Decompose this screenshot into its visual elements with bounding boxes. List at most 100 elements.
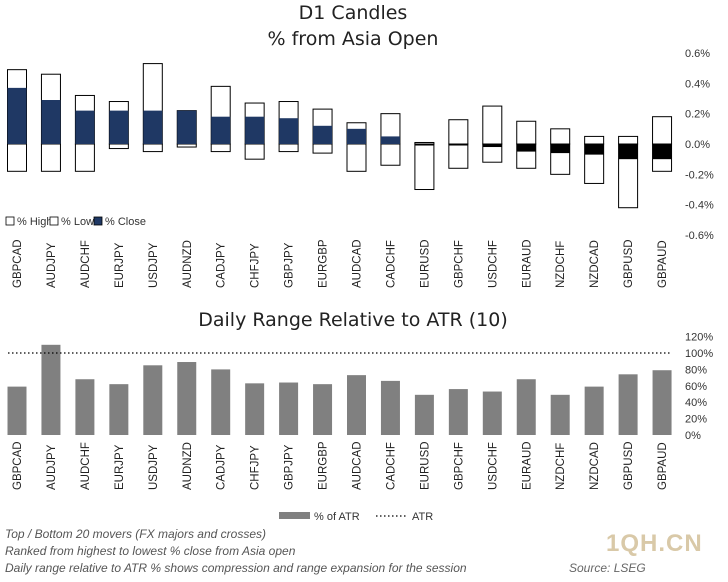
close-bar: [211, 116, 231, 144]
y-tick-label: -0.6%: [685, 230, 714, 242]
legend-label: % of ATR: [314, 511, 360, 523]
close-bar: [516, 144, 536, 152]
atr-bar: [279, 382, 299, 435]
close-bar: [7, 87, 27, 144]
footnote-1: Top / Bottom 20 movers (FX majors and cr…: [5, 527, 266, 541]
legend-label: % High: [17, 216, 52, 228]
atr-bar: [109, 384, 129, 435]
close-bar: [550, 144, 570, 154]
atr-bar: [245, 383, 265, 435]
x-tick-label: USDCHF: [487, 442, 499, 490]
high-bar: [448, 119, 469, 145]
footnote-3: Daily range relative to ATR % shows comp…: [5, 561, 467, 575]
low-bar: [142, 143, 163, 153]
atr-bar: [584, 386, 604, 435]
atr-bar: [177, 362, 197, 435]
source-label: Source: LSEG: [569, 561, 646, 575]
y-tick-label: 80%: [685, 364, 707, 376]
legend-swatch: [93, 216, 103, 226]
high-bar: [652, 116, 673, 145]
close-bar: [41, 100, 61, 144]
high-bar: [482, 105, 503, 145]
legend-label: ATR: [412, 511, 433, 523]
low-bar: [176, 143, 197, 148]
close-bar: [279, 118, 299, 144]
x-tick-label: NZDCAD: [589, 240, 601, 288]
low-bar: [40, 143, 61, 172]
atr-bar: [652, 370, 672, 435]
atr-bar: [143, 365, 163, 435]
x-tick-label: EURJPY: [114, 242, 126, 288]
candles-subtitle: % from Asia Open: [267, 28, 439, 50]
low-bar: [210, 143, 231, 153]
x-tick-label: AUDCHF: [80, 240, 92, 288]
x-tick-label: EURGBP: [318, 239, 330, 288]
x-tick-label: CADCHF: [385, 442, 397, 490]
legend-swatch: [49, 216, 59, 226]
x-tick-label: GBPCHF: [453, 442, 465, 490]
low-bar: [7, 143, 27, 172]
low-bar: [74, 143, 95, 172]
low-bar: [312, 143, 333, 154]
y-tick-label: -0.4%: [685, 200, 714, 212]
x-tick-label: AUDCAD: [352, 441, 364, 490]
high-bar: [618, 135, 639, 145]
atr-bar: [7, 386, 27, 435]
x-tick-label: CHFJPY: [250, 445, 262, 490]
atr-bar: [41, 344, 61, 435]
x-tick-label: AUDJPY: [46, 242, 58, 288]
x-tick-label: EURGBP: [318, 441, 330, 490]
x-tick-label: CADCHF: [385, 240, 397, 288]
close-bar: [109, 110, 129, 144]
low-bar: [414, 143, 435, 191]
x-tick-label: GBPCAD: [12, 239, 24, 288]
close-bar: [177, 110, 197, 144]
high-bar: [550, 128, 571, 145]
legend-swatch: [5, 216, 15, 226]
x-tick-label: AUDNZD: [182, 240, 194, 288]
y-tick-label: -0.2%: [685, 169, 714, 181]
x-tick-label: GBPJPY: [284, 242, 296, 288]
x-tick-label: GBPUSD: [623, 239, 635, 288]
atr-bar: [75, 379, 95, 435]
x-tick-label: GBPJPY: [284, 444, 296, 490]
low-bar: [346, 143, 367, 172]
x-tick-label: AUDNZD: [182, 442, 194, 490]
footnote-2: Ranked from highest to lowest % close fr…: [5, 544, 296, 558]
x-tick-label: CADJPY: [216, 242, 228, 288]
x-tick-label: AUDCAD: [352, 239, 364, 288]
y-tick-label: 0.2%: [685, 109, 710, 121]
close-bar: [618, 144, 638, 160]
y-tick-label: 120%: [685, 332, 713, 344]
x-tick-label: EURAUD: [521, 441, 533, 490]
x-tick-label: EURAUD: [521, 239, 533, 288]
close-bar: [652, 144, 672, 160]
x-tick-label: GBPAUD: [657, 240, 669, 288]
close-bar: [245, 116, 265, 144]
y-tick-label: 0.6%: [685, 48, 710, 60]
close-bar: [380, 136, 400, 144]
y-tick-label: 60%: [685, 381, 707, 393]
x-tick-label: GBPCAD: [12, 441, 24, 490]
x-tick-label: GBPCHF: [453, 240, 465, 288]
x-tick-label: CHFJPY: [250, 243, 262, 288]
atr-bar: [516, 379, 536, 435]
x-tick-label: NZDCHF: [555, 443, 567, 490]
close-bar: [448, 144, 468, 146]
x-tick-label: EURUSD: [419, 441, 431, 490]
y-tick-label: 0.0%: [685, 139, 710, 151]
atr-bar: [482, 391, 502, 435]
x-tick-label: AUDCHF: [80, 442, 92, 490]
atr-bar: [313, 384, 333, 435]
y-tick-label: 100%: [685, 348, 713, 360]
low-bar: [244, 143, 265, 160]
x-tick-label: CADJPY: [216, 444, 228, 490]
legend-label: % Close: [105, 216, 146, 228]
high-bar: [516, 120, 537, 145]
close-bar: [347, 128, 366, 144]
x-tick-label: USDJPY: [148, 444, 160, 490]
x-tick-label: AUDJPY: [46, 444, 58, 490]
atr-bar: [211, 369, 231, 435]
close-bar: [75, 110, 95, 144]
